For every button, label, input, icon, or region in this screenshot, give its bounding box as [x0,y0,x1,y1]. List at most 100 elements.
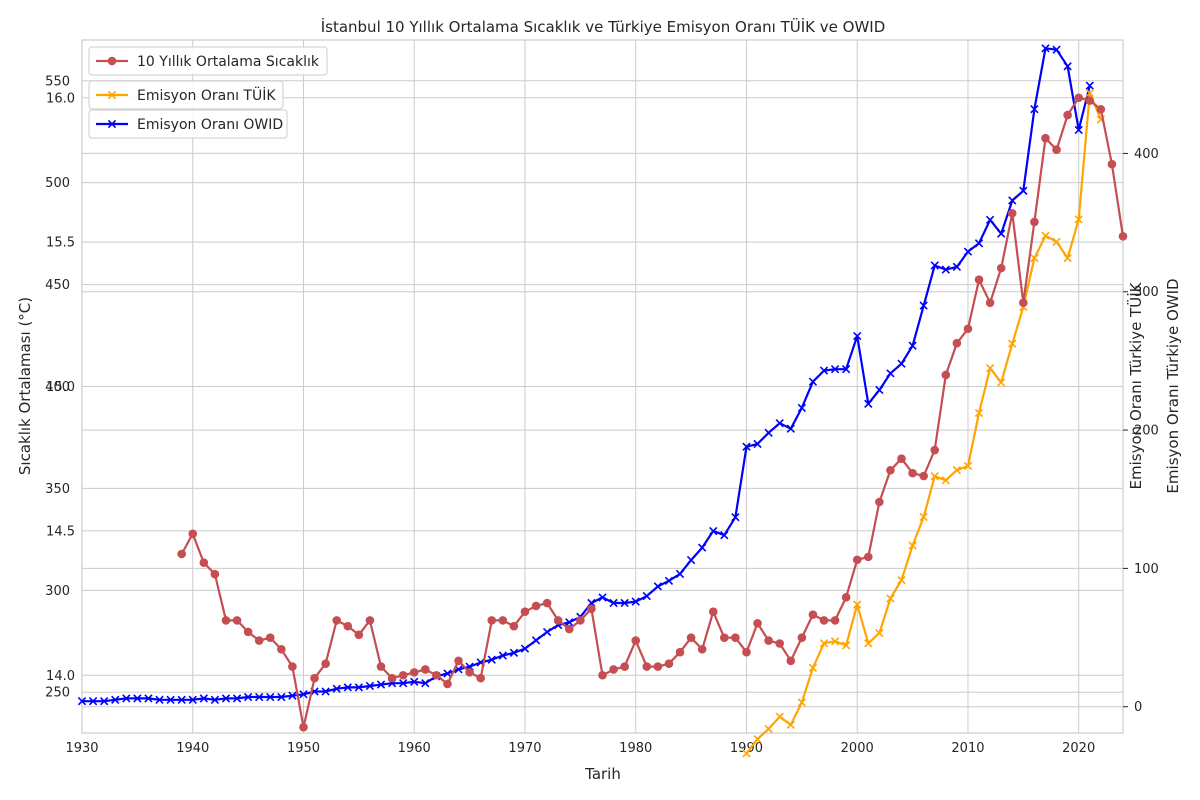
data-point [720,531,729,540]
data-point [1085,88,1094,98]
data-point [1063,110,1072,120]
data-point [819,616,829,625]
data-point [653,662,663,671]
data-point [997,378,1006,387]
data-point [310,673,319,683]
data-point [797,633,807,643]
data-point [808,610,818,619]
data-point [1008,339,1017,348]
data-point [443,679,452,689]
data-point [686,555,696,565]
data-point [720,633,729,643]
data-point [177,695,186,704]
y-tick-label-tuik: 550 [45,74,70,89]
y-tick-label-owid: 0 [1134,700,1142,715]
data-point [376,680,386,689]
data-point [487,616,497,625]
data-point [553,616,563,625]
data-point [144,694,153,703]
data-point [963,461,973,471]
data-point [875,385,884,395]
data-point [321,687,330,696]
data-point [398,679,408,688]
y-tick-label-tuik: 300 [45,584,70,599]
data-point [864,399,873,408]
data-point [753,734,762,744]
data-point [476,673,485,683]
data-point [974,239,984,248]
data-point [642,662,652,671]
data-point [343,621,353,631]
data-point [232,616,242,625]
data-point [897,359,906,368]
y-tick-label-owid: 300 [1134,285,1159,300]
data-point [708,607,718,617]
data-point [365,681,375,691]
data-point [1074,93,1084,103]
data-point [266,692,275,702]
data-point [930,472,939,481]
data-point [875,628,884,638]
data-point [332,684,341,693]
data-point [742,647,751,657]
data-point [609,665,618,674]
data-point [299,722,308,732]
data-point [886,465,895,475]
data-point [177,549,186,559]
y-tick-label-tuik: 500 [45,176,70,191]
data-point [620,598,629,608]
y-tick-label-tuik: 250 [45,686,70,701]
data-point [531,636,541,645]
data-point [664,576,674,586]
data-point [919,512,928,522]
data-point [598,593,607,602]
legend-item-tuik: Emisyon Oranı TÜİK [88,80,284,110]
data-point [853,331,862,341]
data-point [642,591,651,601]
series-line-tuik [745,91,1102,755]
y-tick-label-tuik: 350 [45,482,70,497]
series-line-temp [180,96,1125,729]
data-point [277,692,286,702]
data-point [421,665,430,674]
x-tick-label: 1980 [619,741,652,756]
data-point [210,695,220,704]
data-point [210,569,220,579]
data-point [886,369,895,378]
data-point [542,627,552,637]
y-tick-label-temp: 14.0 [46,669,75,684]
data-point [354,630,364,640]
data-point [853,600,862,609]
data-point [731,513,740,522]
data-point [1118,232,1128,241]
data-point [830,637,840,646]
data-point [1052,45,1061,54]
x-axis-label: Tarih [584,765,621,783]
series-tuik [742,88,1106,758]
data-point [775,639,784,648]
data-point [1096,105,1106,114]
data-point [919,471,928,481]
ticks: 1930 1940 1950 1960 1970 1980 1990 2000 2010 2020… [45,74,1159,756]
data-point [221,616,231,625]
series-group [77,44,1128,758]
data-point [398,670,408,680]
data-point [77,697,87,706]
data-point [454,656,463,666]
data-point [974,275,984,284]
data-point [520,644,530,653]
data-point [432,670,441,680]
data-point [376,662,386,671]
data-point [1030,217,1039,227]
series-line-owid [82,47,1091,703]
data-point [1074,215,1083,224]
data-point [1030,104,1039,114]
data-point [819,366,829,375]
data-point [686,633,696,643]
legend-label: Emisyon Oranı TÜİK [137,86,276,104]
data-point [598,670,607,680]
data-point [908,341,917,350]
data-point [952,338,962,348]
data-point [786,656,796,666]
data-point [498,616,508,625]
